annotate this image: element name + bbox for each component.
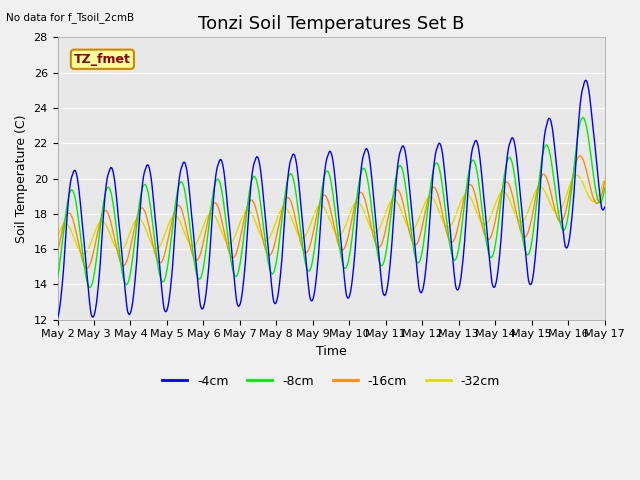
Title: Tonzi Soil Temperatures Set B: Tonzi Soil Temperatures Set B [198,15,464,33]
Text: No data for f_Tsoil_2cmB: No data for f_Tsoil_2cmB [6,12,134,23]
Text: TZ_fmet: TZ_fmet [74,53,131,66]
Legend: -4cm, -8cm, -16cm, -32cm: -4cm, -8cm, -16cm, -32cm [157,370,505,393]
X-axis label: Time: Time [316,345,346,358]
Y-axis label: Soil Temperature (C): Soil Temperature (C) [15,114,28,243]
